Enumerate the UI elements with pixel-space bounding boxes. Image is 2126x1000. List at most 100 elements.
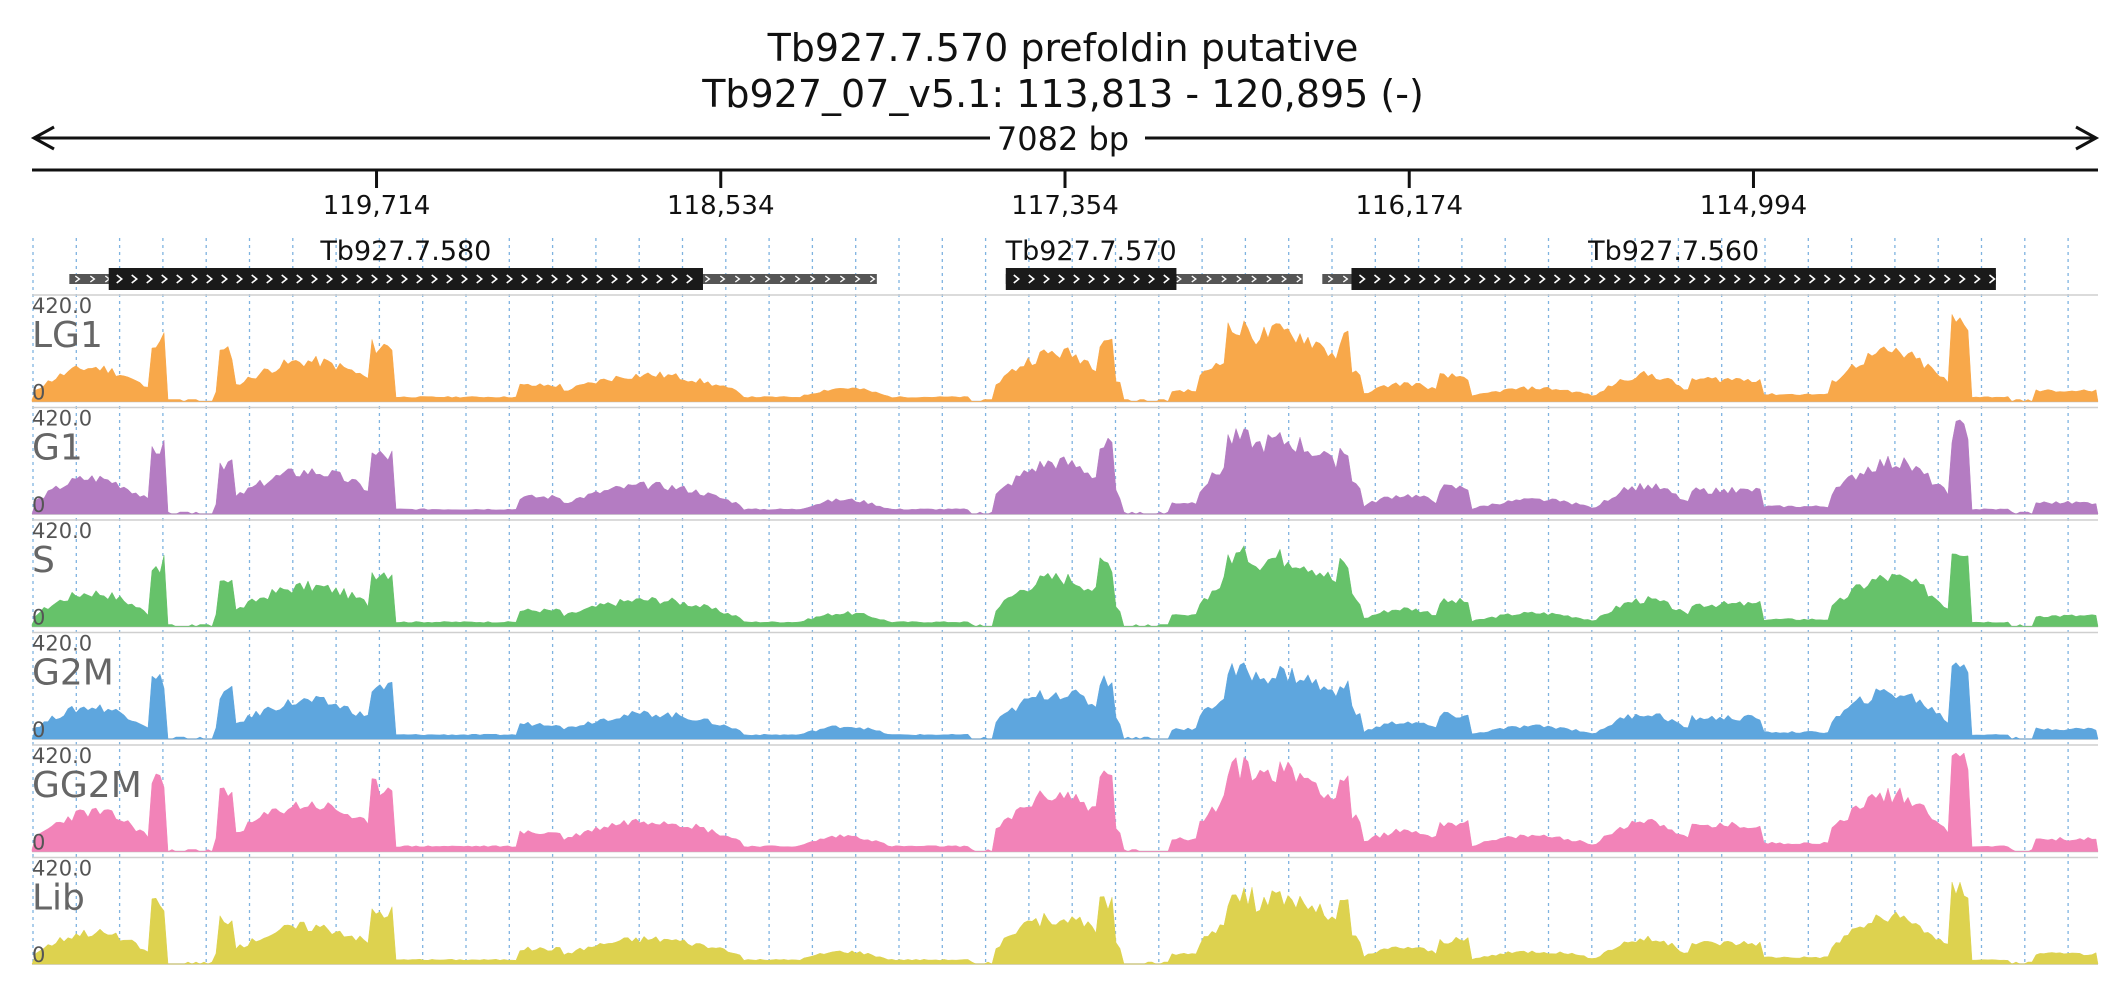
strand-chevron [1236, 275, 1242, 283]
track-ymax-label: 420.0 [32, 407, 92, 431]
strand-chevron [296, 274, 304, 284]
strand-chevron [1508, 274, 1516, 284]
strand-chevron [89, 275, 96, 283]
strand-chevron [371, 274, 379, 284]
coverage-area [31, 662, 2099, 740]
strand-chevron [1148, 274, 1156, 284]
gene-cds-bar [1351, 268, 1996, 290]
strand-chevron [611, 274, 619, 284]
coverage-area [31, 313, 2099, 402]
strand-chevron [1281, 275, 1287, 283]
gene-label: Tb927.7.570 [1005, 236, 1177, 267]
gene-model: Tb927.7.560 [1322, 236, 1996, 290]
strand-chevron [1388, 274, 1396, 284]
ruler-tick-label: 117,354 [1011, 191, 1119, 221]
strand-chevron [1883, 274, 1891, 284]
strand-chevron [1028, 274, 1036, 284]
strand-chevron [671, 274, 679, 284]
strand-chevron [1913, 274, 1921, 284]
strand-chevron [491, 274, 499, 284]
strand-chevron [749, 275, 756, 283]
track-ymax-label: 420.0 [32, 857, 92, 881]
strand-chevron [1206, 275, 1212, 283]
strand-chevron [1658, 274, 1666, 284]
strand-chevron [734, 275, 741, 283]
track-ymax-label: 420.0 [32, 744, 92, 768]
strand-chevron [1823, 274, 1831, 284]
track-name: Lib [32, 878, 85, 919]
strand-chevron [1868, 274, 1876, 284]
strand-chevron [1463, 274, 1471, 284]
strand-chevron [794, 275, 801, 283]
strand-chevron [1688, 274, 1696, 284]
gene-label: Tb927.7.560 [1587, 236, 1759, 267]
track-ymin-label: 0 [32, 943, 45, 967]
strand-chevron [1973, 274, 1981, 284]
strand-chevron [401, 274, 409, 284]
strand-chevron [461, 274, 469, 284]
chart-subtitle: Tb927_07_v5.1: 113,813 - 120,895 (-) [702, 72, 1424, 116]
strand-chevron [1478, 274, 1486, 284]
coverage-area [31, 881, 2099, 965]
strand-chevron [311, 274, 319, 284]
coverage-area [31, 752, 2099, 852]
strand-chevron [1073, 274, 1081, 284]
strand-chevron [1296, 275, 1302, 283]
span-arrow-left [30, 125, 55, 151]
coverage-area [31, 419, 2099, 515]
strand-chevron [131, 274, 139, 284]
span-arrow-right [2075, 125, 2100, 151]
strand-chevron [221, 274, 229, 284]
strand-chevron [1358, 274, 1366, 284]
strand-chevron [596, 274, 604, 284]
strand-chevron [1628, 274, 1636, 284]
strand-chevron [1793, 274, 1801, 284]
strand-chevron [1221, 275, 1227, 283]
strand-chevron [1583, 274, 1591, 284]
span-label: 7082 bp [997, 120, 1129, 158]
strand-chevron [1748, 274, 1756, 284]
strand-chevron [1133, 274, 1141, 284]
strand-chevron [1988, 274, 1996, 284]
strand-chevron [1703, 274, 1711, 284]
strand-chevron [1538, 274, 1546, 284]
strand-chevron [764, 275, 771, 283]
strand-chevron [236, 274, 244, 284]
strand-chevron [1958, 274, 1966, 284]
strand-chevron [1043, 274, 1051, 284]
strand-chevron [641, 274, 649, 284]
strand-chevron [1327, 275, 1334, 283]
strand-chevron [839, 275, 846, 283]
strand-chevron [1433, 274, 1441, 284]
strand-chevron [1191, 275, 1197, 283]
strand-chevron [1373, 274, 1381, 284]
ruler-tick-label: 114,994 [1700, 191, 1808, 221]
gene-label: Tb927.7.580 [319, 236, 491, 267]
strand-chevron [1176, 275, 1182, 283]
strand-chevron [341, 274, 349, 284]
strand-chevron [686, 274, 694, 284]
ruler-tick-label: 116,174 [1355, 191, 1463, 221]
strand-chevron [1598, 274, 1606, 284]
strand-chevron [809, 275, 816, 283]
gene-model: Tb927.7.580 [69, 236, 877, 290]
track-ymin-label: 0 [32, 606, 45, 630]
strand-chevron [1058, 274, 1066, 284]
strand-chevron [1163, 274, 1171, 284]
strand-chevron [1778, 274, 1786, 284]
strand-chevron [1733, 274, 1741, 284]
track-ymin-label: 0 [32, 381, 45, 405]
strand-chevron [1943, 274, 1951, 284]
chart-title: Tb927.7.570 prefoldin putative [767, 26, 1359, 70]
strand-chevron [719, 275, 726, 283]
track-ymin-label: 0 [32, 831, 45, 855]
strand-chevron [1013, 274, 1021, 284]
strand-chevron [74, 275, 81, 283]
strand-chevron [656, 274, 664, 284]
strand-chevron [1898, 274, 1906, 284]
strand-chevron [281, 274, 289, 284]
strand-chevron [869, 275, 876, 283]
